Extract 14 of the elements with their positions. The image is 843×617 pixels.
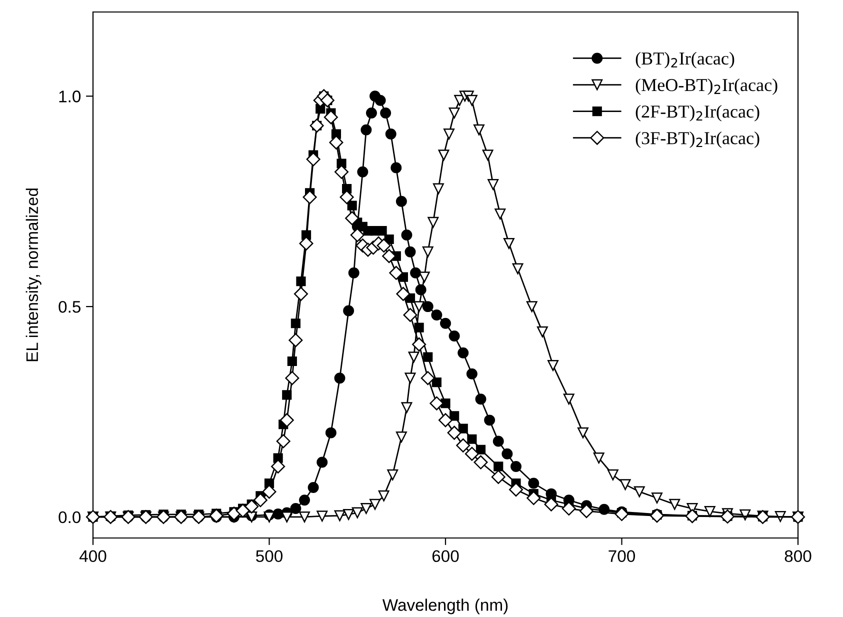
legend-label: (2F-BT)$_{2}$Ir(acac) bbox=[636, 105, 760, 122]
x-tick-label: 400 bbox=[79, 550, 106, 562]
x-tick-label: 500 bbox=[256, 550, 283, 562]
legend-label: (3F-BT)$_{2}$Ir(acac) bbox=[636, 132, 760, 148]
x-tick-label: 700 bbox=[608, 550, 636, 562]
x-tick-label: 600 bbox=[432, 550, 459, 562]
y-tick-label: 1.0 bbox=[59, 90, 81, 102]
legend-label: (BT)$_{2}$Ir(acac) bbox=[636, 52, 734, 68]
y-axis-title: EL intensity, normalized bbox=[26, 188, 42, 362]
x-tick-label: 800 bbox=[784, 550, 812, 562]
y-tick-label: 0.0 bbox=[58, 511, 81, 524]
legend-label: (MeO-BT)$_{2}$Ir(acac) bbox=[636, 78, 778, 95]
y-tick-label: 0.5 bbox=[58, 300, 80, 313]
x-axis-title: Wavelength (nm) bbox=[382, 598, 508, 614]
